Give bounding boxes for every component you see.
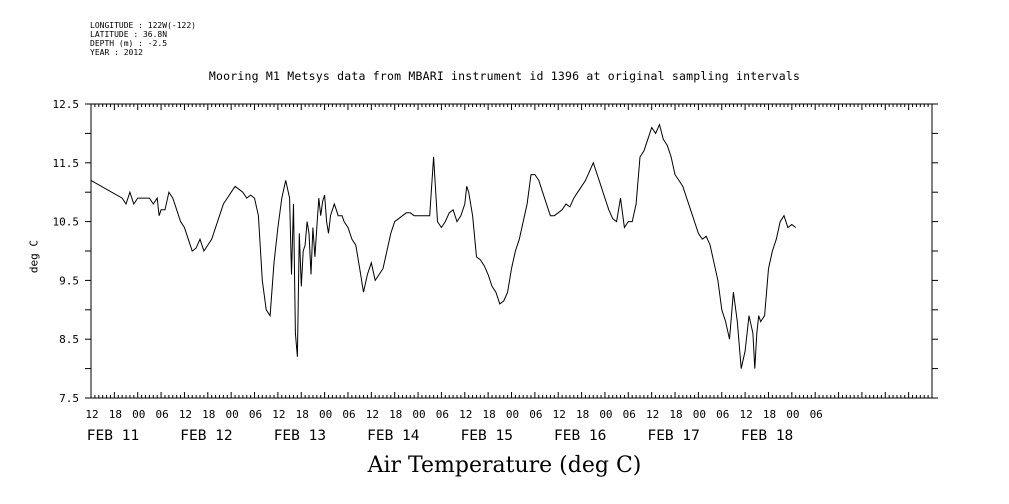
x-date-label: FEB 14 (367, 428, 420, 444)
x-date-label: FEB 12 (180, 428, 232, 444)
air-temperature-line (90, 123, 797, 369)
year-text: YEAR : 2012 (90, 48, 143, 57)
x-tick-label: 00 (319, 408, 332, 421)
x-tick-label: 00 (599, 408, 612, 421)
x-tick-label: 12 (366, 408, 379, 421)
x-tick-label: 12 (553, 408, 566, 421)
plot-frame (90, 103, 933, 399)
x-date-label: FEB 18 (741, 428, 793, 444)
x-axis-label: Air Temperature (deg C) (367, 453, 642, 478)
x-tick-label: 06 (436, 408, 449, 421)
x-tick-label: 06 (249, 408, 262, 421)
x-tick-label: 06 (529, 408, 542, 421)
x-date-label: FEB 11 (87, 428, 139, 444)
latitude-text: LATITUDE : 36.8N (90, 30, 168, 39)
y-tick-label: 9.5 (59, 274, 79, 287)
x-tick-label: 06 (623, 408, 636, 421)
x-tick-label: 00 (506, 408, 519, 421)
x-tick-label: 00 (693, 408, 706, 421)
x-tick-label: 18 (202, 408, 215, 421)
x-tick-label: 06 (810, 408, 823, 421)
x-tick-label: 18 (109, 408, 122, 421)
x-tick-label: 18 (763, 408, 776, 421)
x-tick-label: 12 (739, 408, 752, 421)
chart-title: Mooring M1 Metsys data from MBARI instru… (208, 69, 801, 83)
x-tick-label: 00 (132, 408, 145, 421)
x-tick-label: 18 (669, 408, 682, 421)
x-tick-label: 12 (459, 408, 472, 421)
x-tick-label: 18 (296, 408, 309, 421)
x-tick-label: 06 (342, 408, 355, 421)
x-tick-label: 12 (179, 408, 192, 421)
x-tick-label: 00 (226, 408, 239, 421)
x-tick-label: 12 (272, 408, 285, 421)
x-tick-label: 12 (85, 408, 98, 421)
x-tick-label: 00 (412, 408, 425, 421)
x-date-label: FEB 16 (554, 428, 606, 444)
y-tick-label: 8.5 (59, 333, 79, 346)
x-tick-label: 18 (389, 408, 402, 421)
y-tick-label: 7.5 (59, 392, 79, 405)
x-date-label: FEB 13 (274, 428, 326, 444)
x-date-label: FEB 15 (461, 428, 513, 444)
y-tick-label: 11.5 (53, 157, 80, 170)
x-tick-label: 12 (646, 408, 659, 421)
x-tick-label: 06 (716, 408, 729, 421)
x-tick-label: 00 (786, 408, 799, 421)
depth-text: DEPTH (m) : -2.5 (90, 39, 168, 48)
x-tick-label: 18 (483, 408, 496, 421)
x-tick-label: 18 (576, 408, 589, 421)
metadata-block: LONGITUDE : 122W(-122) LATITUDE : 36.8N … (90, 21, 196, 57)
y-tick-label: 10.5 (53, 216, 80, 229)
x-tick-label: 06 (155, 408, 168, 421)
x-date-label: FEB 17 (647, 428, 699, 444)
y-tick-label: 12.5 (53, 98, 80, 111)
longitude-text: LONGITUDE : 122W(-122) (90, 21, 196, 30)
